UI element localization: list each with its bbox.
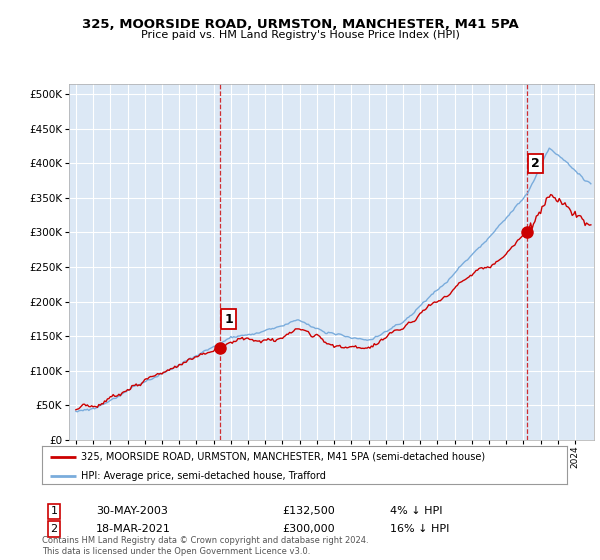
Text: £300,000: £300,000	[282, 524, 335, 534]
Text: 18-MAR-2021: 18-MAR-2021	[96, 524, 171, 534]
Text: 1: 1	[224, 312, 233, 325]
Text: Contains HM Land Registry data © Crown copyright and database right 2024.
This d: Contains HM Land Registry data © Crown c…	[42, 536, 368, 556]
Text: 325, MOORSIDE ROAD, URMSTON, MANCHESTER, M41 5PA (semi-detached house): 325, MOORSIDE ROAD, URMSTON, MANCHESTER,…	[82, 451, 485, 461]
Text: 16% ↓ HPI: 16% ↓ HPI	[390, 524, 449, 534]
Text: 325, MOORSIDE ROAD, URMSTON, MANCHESTER, M41 5PA: 325, MOORSIDE ROAD, URMSTON, MANCHESTER,…	[82, 18, 518, 31]
Text: 1: 1	[50, 506, 58, 516]
Text: 2: 2	[531, 157, 540, 170]
Text: 2: 2	[50, 524, 58, 534]
Text: 30-MAY-2003: 30-MAY-2003	[96, 506, 168, 516]
Text: £132,500: £132,500	[282, 506, 335, 516]
Text: 4% ↓ HPI: 4% ↓ HPI	[390, 506, 443, 516]
Text: HPI: Average price, semi-detached house, Trafford: HPI: Average price, semi-detached house,…	[82, 471, 326, 481]
Text: Price paid vs. HM Land Registry's House Price Index (HPI): Price paid vs. HM Land Registry's House …	[140, 30, 460, 40]
